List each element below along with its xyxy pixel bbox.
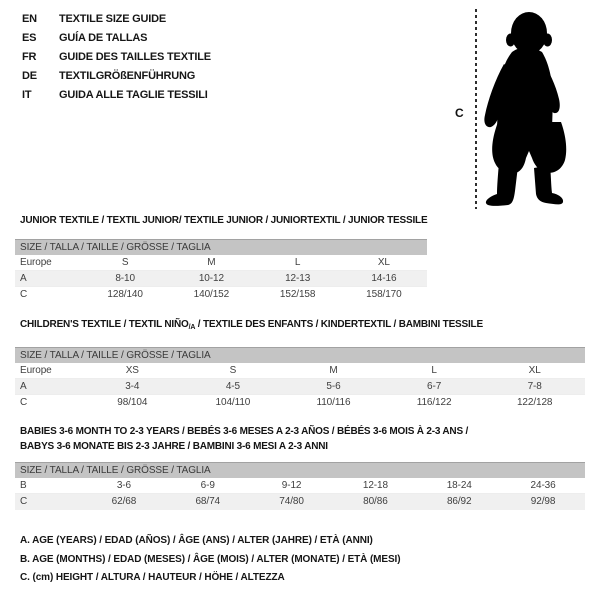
table-cell: 74/80 xyxy=(279,496,304,507)
size-header-row: SIZE / TALLA / TAILLE / GRÖSSE / TAGLIA xyxy=(15,239,427,255)
row-label-cell: C xyxy=(20,496,28,507)
table-row: Europe S M L XL xyxy=(15,255,427,271)
table-cell: 122/128 xyxy=(516,397,553,408)
table-cell: 104/110 xyxy=(215,397,251,408)
table-row: C 62/68 68/74 74/80 80/86 86/92 92/98 xyxy=(15,494,585,510)
table-cell: L xyxy=(294,257,301,268)
table-cell: 3-6 xyxy=(116,480,131,491)
language-title: TEXTILGRÖßENFÜHRUNG xyxy=(59,70,196,82)
table-cell: L xyxy=(431,365,437,376)
row-label-cell: A xyxy=(20,381,27,392)
table-cell: 7-8 xyxy=(527,381,542,392)
size-header-row: SIZE / TALLA / TAILLE / GRÖSSE / TAGLIA xyxy=(15,347,585,363)
table-title-segment: CHILDREN'S TEXTILE / TEXTIL NIÑO xyxy=(20,319,189,330)
row-label-cell: Europe xyxy=(20,257,52,268)
table-row: A 8-10 10-12 12-13 14-16 xyxy=(15,271,427,287)
table-title-segment: JUNIOR TEXTILE / TEXTIL JUNIOR/ TEXTILE … xyxy=(20,215,428,226)
table-cell: 86/92 xyxy=(446,496,472,507)
size-table: SIZE / TALLA / TAILLE / GRÖSSE / TAGLIA E… xyxy=(15,239,427,303)
row-label-cell: B xyxy=(20,480,27,491)
size-table: SIZE / TALLA / TAILLE / GRÖSSE / TAGLIA B… xyxy=(15,462,585,510)
table-row: C 128/140 140/152 152/158 158/170 xyxy=(15,287,427,303)
table-cell: 98/104 xyxy=(117,397,148,408)
table-cell: S xyxy=(229,365,237,376)
row-label-cell: C xyxy=(20,397,28,408)
language-code: ES xyxy=(22,32,37,44)
table-cell: 3-4 xyxy=(125,381,140,392)
table-cell: M xyxy=(207,257,216,268)
table-cell: 68/74 xyxy=(195,496,220,507)
table-title: BABIES 3-6 MONTH TO 2-3 YEARS / BEBÉS 3-… xyxy=(20,424,585,439)
table-cell: 128/140 xyxy=(107,289,143,300)
table-cell: 10-12 xyxy=(198,273,224,284)
table-cell: 18-24 xyxy=(446,480,472,491)
language-title: TEXTILE SIZE GUIDE xyxy=(59,13,167,25)
language-row: IT GUIDA ALLE TAGLIE TESSILI xyxy=(22,86,211,105)
table-cell: 158/170 xyxy=(366,289,402,300)
table-cell: 62/68 xyxy=(111,496,137,507)
table-cell: 110/116 xyxy=(316,397,351,408)
language-row: DE TEXTILGRÖßENFÜHRUNG xyxy=(22,67,211,86)
height-dashed-line xyxy=(475,9,477,209)
legend-notes: A. AGE (YEARS) / EDAD (AÑOS) / ÂGE (ANS)… xyxy=(20,532,401,588)
size-header-row: SIZE / TALLA / TAILLE / GRÖSSE / TAGLIA xyxy=(15,462,585,478)
row-label-cell: C xyxy=(20,289,28,300)
language-code: DE xyxy=(22,70,37,82)
table-title-segment: /A xyxy=(188,324,196,331)
table-row: B 3-6 6-9 9-12 12-18 18-24 24-36 xyxy=(15,478,585,494)
language-code: IT xyxy=(22,89,32,101)
table-cell: XL xyxy=(528,365,541,376)
language-row: ES GUÍA DE TALLAS xyxy=(22,29,211,48)
table-cell: 80/86 xyxy=(363,496,388,507)
language-row: FR GUIDE DES TAILLES TEXTILE xyxy=(22,48,211,67)
toddler-silhouette-icon xyxy=(484,12,567,206)
row-label-cell: Europe xyxy=(20,365,52,376)
legend-note: B. AGE (MONTHS) / EDAD (MESES) / ÂGE (MO… xyxy=(20,553,401,565)
table-cell: 6-9 xyxy=(200,480,215,491)
table-cell: M xyxy=(329,365,338,376)
table-cell: 5-6 xyxy=(326,381,341,392)
language-title: GUÍA DE TALLAS xyxy=(59,32,148,44)
table-cell: 24-36 xyxy=(530,480,556,491)
language-code: FR xyxy=(22,51,37,63)
height-c-label: C xyxy=(455,106,464,120)
table-title-segment: BABIES 3-6 MONTH TO 2-3 YEARS / BEBÉS 3-… xyxy=(20,426,469,437)
table-cell: 9-12 xyxy=(281,480,302,491)
table-cell: 92/98 xyxy=(530,496,556,507)
legend-note: A. AGE (YEARS) / EDAD (AÑOS) / ÂGE (ANS)… xyxy=(20,535,373,546)
language-code: EN xyxy=(22,13,37,25)
table-row: C 98/104 104/110 110/116 116/122 122/128 xyxy=(15,395,585,411)
table-title: JUNIOR TEXTILE / TEXTIL JUNIOR/ TEXTILE … xyxy=(20,214,428,228)
table-cell: 4-5 xyxy=(225,381,240,392)
legend-note: C. (cm) HEIGHT / ALTURA / HAUTEUR / HÖHE… xyxy=(20,572,285,583)
table-cell: 14-16 xyxy=(371,273,397,284)
table-title: CHILDREN'S TEXTILE / TEXTIL NIÑO/A / TEX… xyxy=(20,318,585,335)
children-table-section: CHILDREN'S TEXTILE / TEXTIL NIÑO/A / TEX… xyxy=(15,318,585,411)
junior-table-section: JUNIOR TEXTILE / TEXTIL JUNIOR/ TEXTILE … xyxy=(15,214,428,303)
language-row: EN TEXTILE SIZE GUIDE xyxy=(22,10,211,29)
table-title-line2: BABYS 3-6 MONATE BIS 2-3 JAHRE / BAMBINI… xyxy=(20,441,328,452)
table-cell: 6-7 xyxy=(427,381,442,392)
table-title-segment: / TEXTILE DES ENFANTS / KINDERTEXTIL / B… xyxy=(195,319,483,330)
table-cell: 140/152 xyxy=(193,289,230,300)
table-cell: 12-18 xyxy=(362,480,388,491)
table-cell: 152/158 xyxy=(279,289,316,300)
table-cell: 12-13 xyxy=(285,273,311,284)
table-cell: S xyxy=(121,257,129,268)
table-row: A 3-4 4-5 5-6 6-7 7-8 xyxy=(15,379,585,395)
babies-table-section: BABIES 3-6 MONTH TO 2-3 YEARS / BEBÉS 3-… xyxy=(15,424,585,510)
language-title: GUIDE DES TAILLES TEXTILE xyxy=(59,51,211,63)
table-cell: 8-10 xyxy=(115,273,135,284)
table-cell: XS xyxy=(125,365,139,376)
table-row: Europe XS S M L XL xyxy=(15,363,585,379)
row-label-cell: A xyxy=(20,273,27,284)
size-table: SIZE / TALLA / TAILLE / GRÖSSE / TAGLIA E… xyxy=(15,347,585,411)
table-cell: 116/122 xyxy=(416,397,452,408)
table-cell: XL xyxy=(377,257,390,268)
language-title: GUIDA ALLE TAGLIE TESSILI xyxy=(59,89,208,101)
language-title-list: EN TEXTILE SIZE GUIDE ES GUÍA DE TALLAS FR GU… xyxy=(22,10,211,105)
